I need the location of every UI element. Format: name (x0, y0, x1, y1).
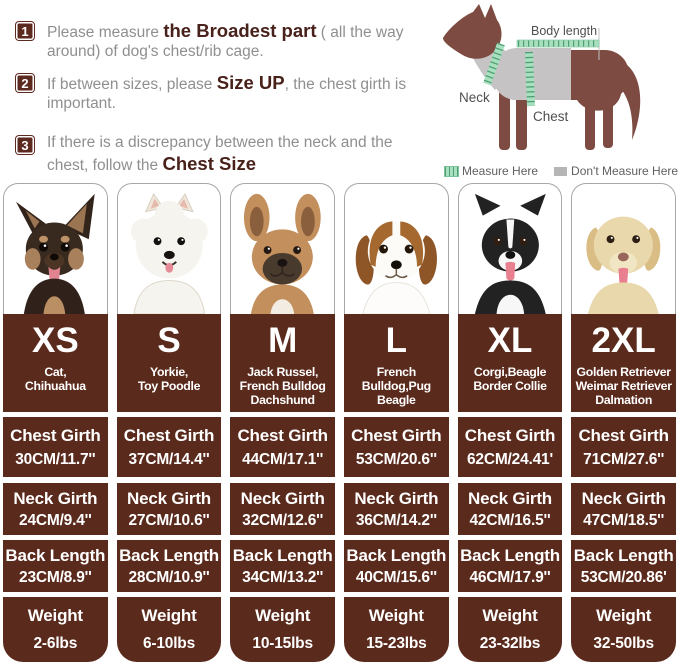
size-header: XS Cat, Chihuahua (3, 314, 108, 412)
beagle-icon (355, 221, 437, 314)
instruction-item: 2 If between sizes, please Size UP, the … (16, 72, 430, 113)
step-number-badge: 1 (16, 22, 34, 40)
size-header: XL Corgi,Beagle Border Collie (457, 314, 563, 412)
back-length-cell: Back Length 28CM/10.9'' (116, 540, 222, 592)
diagram-legend: Measure Here Don't Measure Here (444, 164, 678, 178)
measuring-instructions: 1 Please measure the Broadest part ( all… (16, 20, 430, 187)
weight-cell: Weight 32-50lbs (571, 597, 676, 662)
chest-girth-cell: Chest Girth 44CM/17.1'' (230, 417, 335, 477)
instruction-text: If between sizes, please Size UP, the ch… (47, 72, 407, 112)
size-column-xs: XS Cat, Chihuahua Chest Girth 30CM/11.7'… (3, 183, 108, 662)
gray-swatch-icon (554, 166, 568, 176)
weight-cell: Weight 10-15lbs (230, 597, 335, 662)
breed-list: Cat, Chihuahua (24, 365, 86, 393)
chest-girth-cell: Chest Girth 53CM/20.6'' (343, 417, 449, 477)
size-label: L (385, 321, 408, 360)
chest-girth-cell: Chest Girth 62CM/24.41' (457, 417, 563, 477)
breed-list: French Bulldog,Pug Beagle (361, 365, 431, 407)
dog-photo-french-bulldog (230, 183, 335, 314)
dog-photo-chihuahua (3, 183, 108, 314)
size-header: 2XL Golden Retriever Weimar Retriever Da… (571, 314, 676, 412)
size-label: 2XL (591, 321, 656, 360)
back-length-cell: Back Length 23CM/8.9'' (3, 540, 108, 592)
chihuahua-icon (15, 193, 95, 314)
measurement-diagram: Body length Neck Chest Measure Here Don'… (437, 2, 678, 180)
dog-measuring-illustration (443, 4, 641, 150)
breed-list: Corgi,Beagle Border Collie (473, 365, 547, 393)
dog-photo-westie (116, 183, 222, 314)
size-label: XS (31, 321, 79, 360)
neck-label: Neck (459, 90, 490, 105)
labrador-icon (586, 216, 661, 314)
instruction-text: Please measure the Broadest part ( all t… (47, 20, 404, 60)
back-length-cell: Back Length 34CM/13.2'' (230, 540, 335, 592)
neck-girth-cell: Neck Girth 32CM/12.6'' (230, 483, 335, 535)
breed-list: Golden Retriever Weimar Retriever Dalmat… (575, 365, 672, 407)
weight-cell: Weight 2-6lbs (3, 597, 108, 662)
size-header: L French Bulldog,Pug Beagle (343, 314, 449, 412)
back-length-cell: Back Length 46CM/17.9'' (457, 540, 563, 592)
breed-list: Jack Russel, French Bulldog Dachshund (239, 365, 326, 407)
size-header: S Yorkie, Toy Poodle (116, 314, 222, 412)
size-header: M Jack Russel, French Bulldog Dachshund (230, 314, 335, 412)
chest-label: Chest (533, 109, 569, 124)
neck-girth-cell: Neck Girth 42CM/16.5'' (457, 483, 563, 535)
chest-girth-cell: Chest Girth 30CM/11.7'' (3, 417, 108, 477)
weight-cell: Weight 6-10lbs (116, 597, 222, 662)
tape-swatch-icon (444, 165, 459, 177)
neck-girth-cell: Neck Girth 24CM/9.4'' (3, 483, 108, 535)
body-length-label: Body length (531, 24, 598, 38)
neck-girth-cell: Neck Girth 36CM/14.2'' (343, 483, 449, 535)
dog-photo-border-collie (457, 183, 563, 314)
step-number-badge: 3 (16, 136, 34, 155)
size-column-xl: XL Corgi,Beagle Border Collie Chest Girt… (457, 183, 563, 662)
westie-icon (130, 192, 208, 314)
legend-measure-here: Measure Here (444, 164, 538, 178)
chest-girth-cell: Chest Girth 71CM/27.6'' (571, 417, 676, 477)
size-label: S (157, 321, 181, 360)
breed-list: Yorkie, Toy Poodle (137, 365, 201, 393)
back-length-cell: Back Length 40CM/15.6'' (343, 540, 449, 592)
dog-photo-labrador (571, 183, 676, 314)
back-length-cell: Back Length 53CM/20.86' (571, 540, 676, 592)
size-column-l: L French Bulldog,Pug Beagle Chest Girth … (343, 183, 449, 662)
neck-girth-cell: Neck Girth 27CM/10.6'' (116, 483, 222, 535)
instruction-item: 1 Please measure the Broadest part ( all… (16, 20, 430, 61)
chest-girth-cell: Chest Girth 37CM/14.4'' (116, 417, 222, 477)
size-column-m: M Jack Russel, French Bulldog Dachshund … (230, 183, 335, 662)
size-label: M (268, 321, 298, 360)
size-column-2xl: 2XL Golden Retriever Weimar Retriever Da… (571, 183, 676, 662)
weight-cell: Weight 23-32lbs (457, 597, 563, 662)
size-label: XL (487, 321, 533, 360)
dog-photo-beagle (343, 183, 449, 314)
step-number-badge: 2 (16, 74, 34, 93)
weight-cell: Weight 15-23lbs (343, 597, 449, 662)
border-collie-icon (474, 193, 546, 314)
size-grid: XS Cat, Chihuahua Chest Girth 30CM/11.7'… (3, 183, 676, 662)
legend-dont-measure-here: Don't Measure Here (554, 164, 678, 178)
neck-girth-cell: Neck Girth 47CM/18.5'' (571, 483, 676, 535)
size-column-s: S Yorkie, Toy Poodle Chest Girth 37CM/14… (116, 183, 222, 662)
french-bulldog-icon (244, 193, 322, 314)
instruction-text: If there is a discrepancy between the ne… (47, 134, 393, 174)
instruction-item: 3 If there is a discrepancy between the … (16, 134, 430, 175)
